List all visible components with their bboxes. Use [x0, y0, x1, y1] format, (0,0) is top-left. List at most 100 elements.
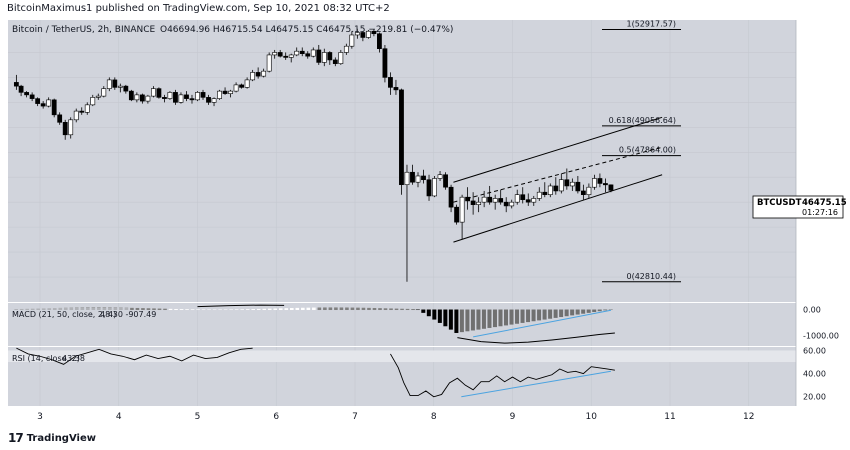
candle-down — [382, 48, 388, 78]
candle-up — [195, 92, 200, 101]
macd-histogram-bar — [432, 309, 437, 320]
macd-histogram-bar — [492, 309, 497, 328]
x-axis-tick: 12 — [743, 412, 754, 422]
macd-histogram-bar — [389, 308, 393, 311]
macd-histogram-bar — [317, 307, 322, 311]
macd-histogram-bar — [256, 308, 261, 311]
candle-down — [608, 184, 614, 191]
macd-histogram-bar — [218, 309, 222, 311]
candle-down — [503, 201, 509, 207]
candle-down — [239, 84, 244, 88]
candle-up — [84, 104, 90, 113]
macd-histogram-bar — [553, 309, 558, 318]
candle-down — [399, 89, 404, 186]
rsi-line — [16, 347, 253, 365]
macd-histogram-bar — [152, 308, 156, 311]
macd-histogram-bar — [405, 308, 410, 311]
candle-up — [117, 85, 123, 88]
candle-up — [228, 90, 233, 94]
macd-axis-tick: 0.00 — [803, 306, 821, 315]
candle-up — [591, 178, 597, 188]
macd-histogram-bar — [328, 307, 333, 311]
candle-down — [470, 200, 476, 205]
price-axis-tick: 45000.00 — [803, 223, 841, 232]
macd-histogram-bar — [415, 309, 420, 311]
rsi-band — [8, 350, 796, 363]
candle-down — [575, 181, 581, 192]
candle-down — [62, 122, 68, 136]
candle-down — [377, 33, 382, 49]
macd-histogram-bar — [295, 307, 300, 311]
macd-histogram-bar — [487, 309, 492, 328]
candle-down — [332, 59, 338, 64]
candle-down — [542, 191, 548, 195]
x-axis-tick: 10 — [586, 412, 598, 422]
rsi-axis-tick: 40.00 — [803, 370, 826, 379]
macd-histogram-bar — [267, 308, 272, 311]
macd-histogram-bar — [185, 309, 189, 311]
macd-legend-name: MACD (21, 50, close, 2, 4) — [12, 310, 116, 319]
candle-down — [580, 190, 586, 195]
candle-up — [531, 198, 537, 203]
candle-down — [448, 186, 454, 208]
rsi-legend-values: 43.38 — [62, 354, 85, 363]
macd-histogram-bar — [207, 309, 211, 311]
macd-histogram-bar — [312, 307, 316, 311]
price-legend-symbol: Bitcoin / TetherUS, 2h, BINANCE — [12, 25, 156, 35]
candle-down — [520, 194, 526, 200]
candle-down — [156, 88, 162, 98]
macd-histogram-bar — [559, 309, 564, 318]
candle-down — [283, 55, 289, 58]
candle-up — [46, 99, 52, 107]
price-tag-price: 46475.15 — [802, 198, 847, 208]
candle-up — [365, 30, 371, 38]
macd-histogram-bar — [301, 307, 305, 311]
footer-brand-label: TradingView — [26, 432, 96, 444]
macd-divergence-line — [473, 309, 612, 338]
candle-down — [255, 72, 261, 77]
macd-histogram-bar — [157, 308, 162, 311]
macd-histogram-bar — [361, 307, 366, 311]
tradingview-logo-icon: 17 — [8, 431, 24, 445]
candle-down — [79, 110, 85, 113]
candle-down — [487, 196, 493, 203]
macd-histogram-bar — [223, 309, 228, 311]
candle-up — [211, 98, 217, 103]
macd-histogram-bar — [570, 309, 575, 316]
price-axis-tick: 49000.00 — [803, 123, 841, 132]
candle-down — [388, 77, 393, 88]
macd-histogram-bar — [251, 309, 256, 311]
macd-histogram-bar — [400, 308, 404, 311]
macd-histogram-bar — [350, 307, 355, 311]
macd-histogram-bar — [454, 309, 459, 333]
candle-down — [525, 199, 531, 203]
macd-histogram-bar — [262, 308, 267, 311]
candle-down — [421, 175, 426, 181]
candle-up — [437, 174, 443, 179]
rsi-axis-tick: 60.00 — [803, 346, 826, 355]
candle-up — [310, 49, 316, 57]
macd-histogram-bar — [504, 309, 508, 326]
candle-down — [24, 92, 30, 96]
candle-down — [35, 98, 41, 104]
price-axis-tick: 51000.00 — [803, 73, 841, 82]
price-axis-tick: 44000.00 — [803, 248, 841, 257]
macd-histogram-bar — [378, 308, 382, 311]
current-price-label: BTCUSDT 46475.15 01:27:16 — [752, 195, 847, 219]
macd-histogram-bar — [437, 309, 442, 323]
candle-up — [343, 45, 349, 53]
price-axis-tick: 43000.00 — [803, 273, 841, 282]
candle-up — [217, 90, 222, 99]
candle-up — [95, 95, 101, 98]
macd-histogram-bar — [273, 308, 278, 311]
macd-histogram-bar — [394, 308, 399, 311]
candle-up — [338, 52, 344, 64]
macd-histogram-bar — [470, 309, 475, 331]
candle-up — [68, 119, 74, 136]
candle-down — [564, 179, 570, 187]
candle-up — [476, 201, 482, 205]
candle-up — [514, 194, 520, 203]
footer-brand[interactable]: 17 TradingView — [8, 431, 96, 445]
macd-histogram-bar — [245, 309, 250, 311]
